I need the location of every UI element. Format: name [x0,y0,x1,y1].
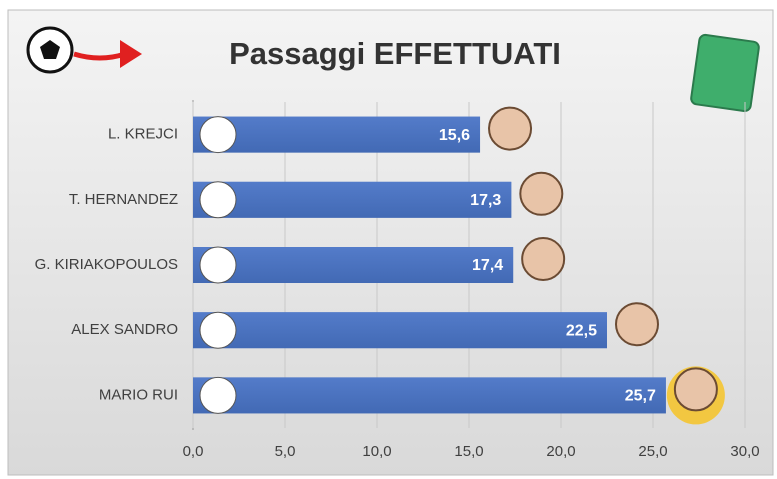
team-logo [199,246,237,284]
player-photo [488,106,533,151]
player-photo [615,302,659,347]
field-icon [690,33,760,113]
chart-title: Passaggi EFFETTUATI [229,36,561,71]
x-tick-label: 15,0 [454,443,483,460]
value-label: 22,5 [566,322,597,339]
x-tick-label: 30,0 [730,443,759,460]
value-label: 15,6 [439,127,470,144]
value-label: 25,7 [625,388,656,405]
bar-shade [193,181,512,218]
y-tick-label: G. KIRIAKOPOULOS [35,256,178,273]
team-logo [199,376,237,414]
bar-shade [193,247,514,283]
x-tick-label: 20,0 [546,443,575,460]
x-tick-label: 25,0 [638,443,667,460]
team-logo [199,181,237,219]
bar-shade [193,312,607,349]
y-tick-label: L. KREJCI [108,126,178,143]
x-tick-label: 5,0 [275,443,296,460]
y-tick-label: MARIO RUI [99,386,178,403]
x-tick-label: 10,0 [362,443,391,460]
player-photo [519,171,564,216]
team-logo [199,116,237,154]
y-tick-label: ALEX SANDRO [71,321,178,338]
x-tick-label: 0,0 [183,443,204,460]
team-logo [199,311,237,349]
value-label: 17,4 [472,257,503,274]
bar-shade [193,377,666,414]
value-label: 17,3 [470,192,501,209]
ball-icon [26,26,142,74]
y-tick-label: T. HERNANDEZ [69,191,178,208]
player-photo [673,367,718,412]
bar-shade [193,116,481,153]
player-photo [521,237,566,281]
